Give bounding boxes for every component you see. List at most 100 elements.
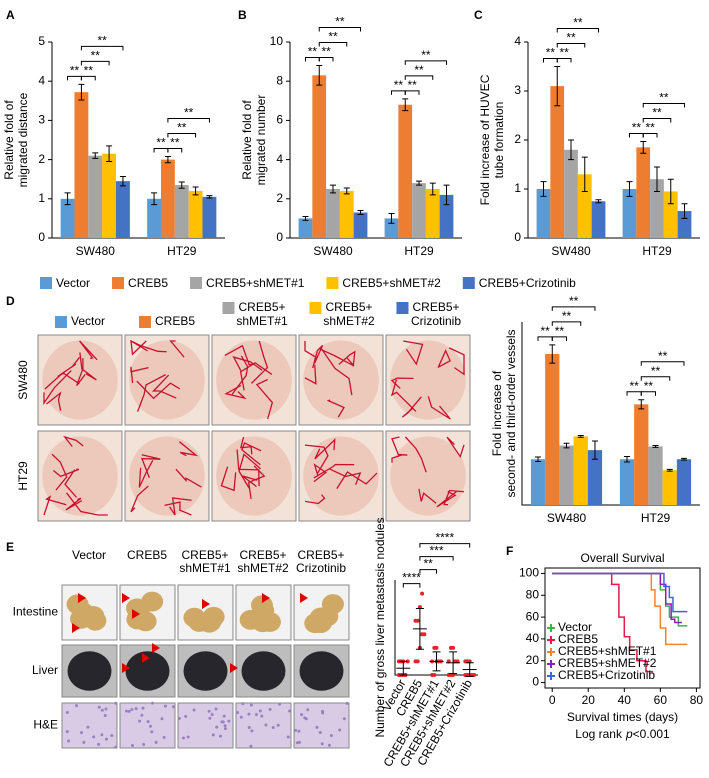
column-header: shMET#2: [237, 561, 289, 575]
arrowhead: [132, 609, 140, 619]
y-tick-label: 80: [526, 587, 540, 601]
data-point: [451, 645, 456, 650]
error-bar: [568, 139, 574, 161]
significance-bracket: [167, 117, 210, 123]
arrowhead: [300, 593, 308, 603]
error-bar: [402, 98, 409, 112]
photo-texture: [100, 708, 104, 712]
bar: [663, 191, 678, 238]
legend-swatch: [40, 277, 52, 289]
photo-texture: [222, 714, 226, 718]
error-bar: [302, 215, 309, 221]
bar: [677, 211, 692, 238]
arrowhead: [230, 663, 238, 673]
significance-bracket: [419, 569, 437, 574]
photo-vessel: [76, 358, 86, 387]
photo-texture: [315, 725, 319, 729]
x-tick-label: SW480: [76, 244, 116, 258]
photo-texture: [254, 713, 258, 717]
error-bar: [638, 399, 645, 410]
photo-texture: [100, 733, 104, 737]
error-bar: [563, 442, 570, 449]
photo-texture: [223, 727, 227, 731]
photo-texture: [192, 708, 196, 712]
column-header: Vector: [72, 548, 106, 562]
photo-texture: [127, 709, 131, 713]
x-tick-label: SW480: [547, 511, 587, 525]
photo-vessel: [391, 436, 408, 456]
significance-bracket: [404, 75, 434, 80]
legend-swatch: [222, 302, 235, 314]
significance-label: **: [394, 78, 404, 92]
legend-marker: [547, 636, 555, 644]
bar: [636, 147, 651, 238]
photo-texture: [124, 709, 128, 713]
error-bar: [330, 184, 336, 194]
photo-vessel: [427, 396, 451, 420]
photo-vessel: [136, 380, 181, 400]
photo-texture: [215, 725, 219, 729]
photo-vessel: [130, 366, 149, 384]
error-bar: [465, 662, 474, 677]
y-axis-label: second- and third-order vessels: [504, 329, 518, 497]
note-part: p: [625, 727, 633, 741]
photo-texture: [80, 731, 84, 735]
error-bar: [449, 651, 458, 675]
photo-vessel: [326, 399, 345, 418]
photo-vessel: [175, 468, 202, 488]
photo-vessel: [239, 362, 273, 391]
survival-curve: [552, 572, 688, 613]
column-header: shMET#1: [179, 561, 231, 575]
photo-vessel: [151, 374, 177, 399]
legend-swatch: [309, 302, 322, 314]
legend-label: CREB5+shMET#2: [558, 656, 657, 670]
significance-label: **: [562, 309, 572, 323]
survival-curve: [552, 572, 688, 646]
legend-swatch: [326, 277, 339, 289]
photo-tissue: [316, 606, 339, 627]
error-bar: [119, 175, 126, 187]
photo-texture: [258, 709, 262, 713]
y-axis-label: Fold increase of: [490, 370, 504, 456]
photo-texture: [150, 730, 154, 734]
note-part: <0.001: [633, 727, 670, 741]
photo-vessel: [130, 340, 167, 353]
column-header: shMET#1: [236, 314, 288, 328]
photo-texture: [184, 714, 188, 718]
bar: [398, 104, 413, 238]
row-label: HT29: [16, 461, 30, 491]
photo-vessel: [232, 356, 263, 372]
row-label: SW480: [16, 360, 30, 400]
bar: [147, 198, 161, 238]
survival-curve: [552, 572, 654, 673]
legend-label: CREB5: [128, 276, 168, 290]
significance-bracket: [318, 57, 334, 62]
error-bar: [443, 184, 450, 206]
photo-vessel: [390, 377, 414, 389]
photo-tissue: [258, 612, 281, 632]
photo-texture: [306, 708, 310, 712]
photo-vessel: [336, 471, 378, 490]
photo-vessel: [446, 436, 465, 459]
significance-label: **: [97, 34, 107, 48]
photo-tissue: [199, 612, 222, 632]
row-label: Intestine: [13, 605, 59, 619]
photo-texture: [297, 729, 301, 733]
significance-label: **: [540, 324, 550, 338]
photo-texture: [146, 720, 150, 724]
photo-texture: [342, 717, 346, 721]
photo-texture: [154, 740, 158, 744]
photo-texture: [239, 715, 243, 719]
significance-bracket: [556, 28, 600, 33]
error-bar: [535, 456, 542, 463]
significance-label: **: [335, 15, 345, 29]
error-bar: [549, 344, 556, 364]
photo-texture: [227, 719, 231, 723]
bar: [412, 183, 426, 238]
photo-vessel: [241, 475, 258, 488]
photo-texture: [221, 720, 225, 724]
photo-vessel: [79, 352, 97, 381]
panel-label: B: [238, 8, 247, 22]
error-bar: [415, 608, 424, 650]
photo-texture: [218, 734, 222, 738]
